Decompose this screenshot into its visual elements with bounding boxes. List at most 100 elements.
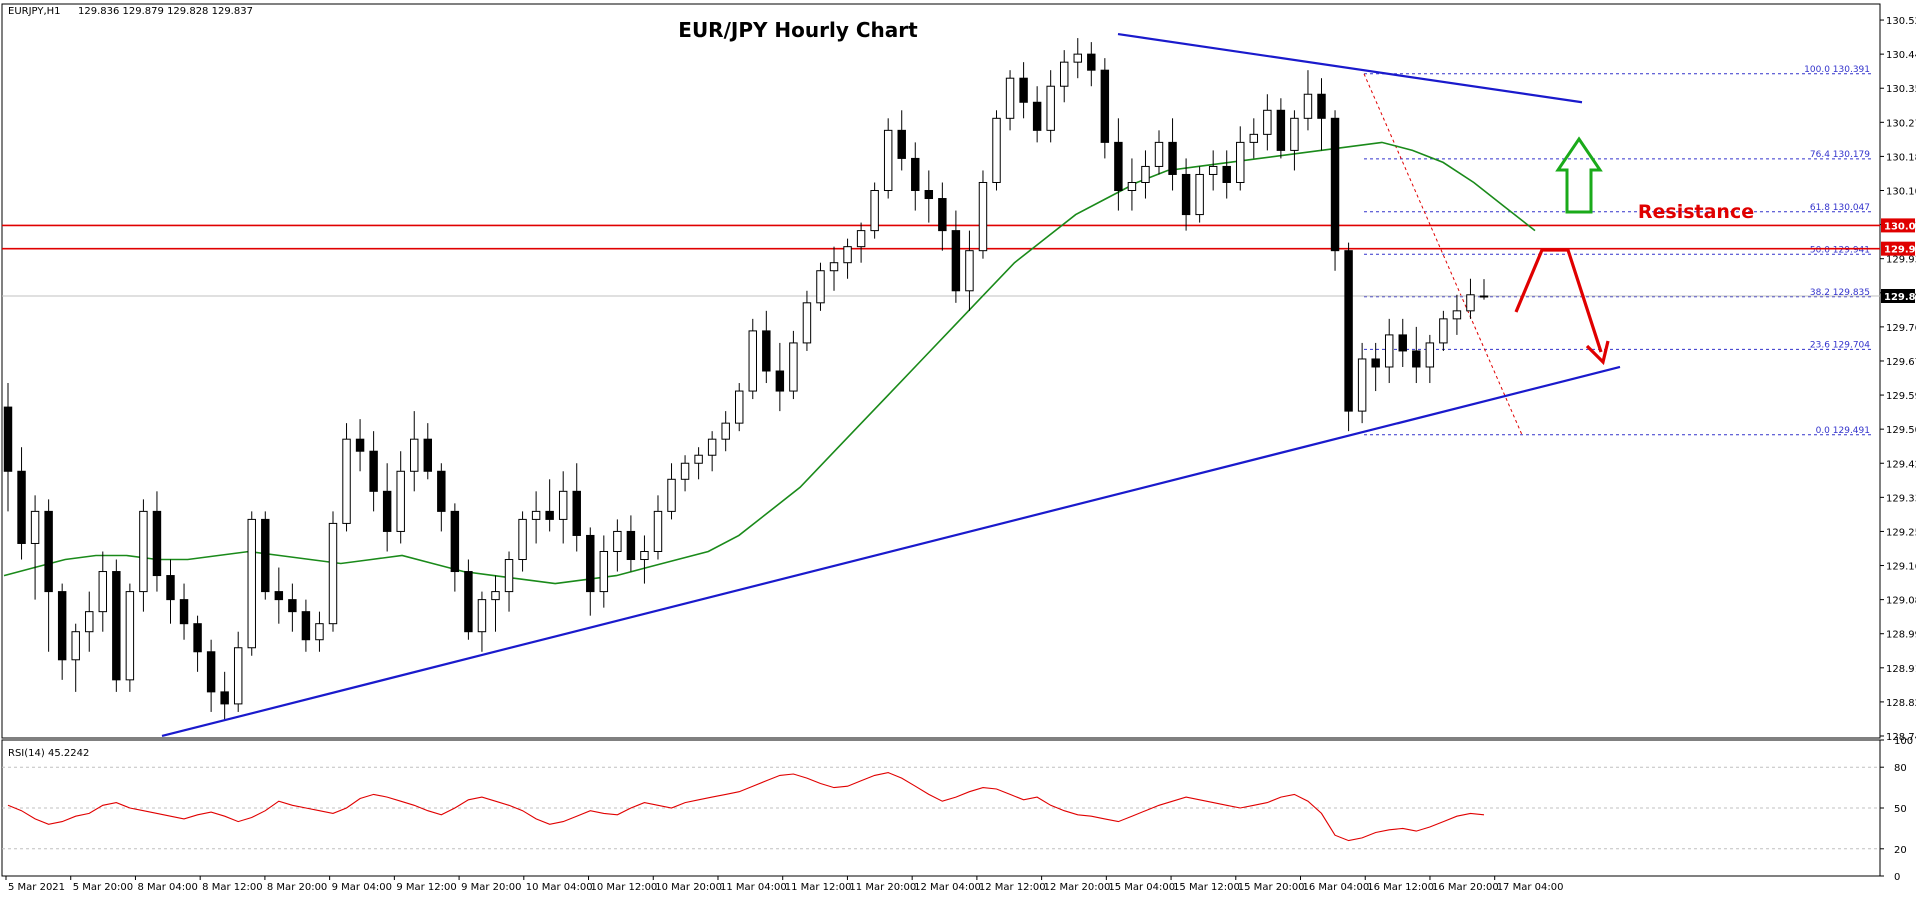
y-tick-label: 129.675 — [1886, 357, 1916, 368]
arrows — [1514, 136, 1610, 366]
candle — [450, 503, 460, 592]
candle — [220, 671, 229, 720]
candle-body — [152, 510, 162, 577]
candle — [396, 451, 405, 544]
candle — [57, 583, 67, 680]
x-tick-label: 11 Mar 12:00 — [785, 882, 852, 893]
candle-body — [112, 571, 121, 681]
candle — [762, 310, 771, 384]
candle — [978, 170, 988, 259]
candle-body — [572, 490, 581, 536]
fibonacci-levels: 100.0 130.391 76.4 130.179 61.8 130.047 50.… — [1363, 65, 1874, 436]
candle-body — [315, 623, 324, 641]
candle-body — [1290, 117, 1299, 151]
candle — [870, 182, 879, 239]
y-tick-label: 128.995 — [1886, 630, 1916, 641]
candle-body — [599, 550, 609, 593]
candle-body — [883, 129, 893, 192]
fib-level-label: 50.0 129.941 — [1810, 245, 1870, 255]
candle-body — [707, 438, 717, 456]
candle-body — [193, 623, 202, 653]
y-tick-label: 130.355 — [1886, 84, 1916, 95]
candle — [1222, 150, 1231, 199]
candle-body — [125, 591, 135, 681]
candle — [1005, 70, 1015, 131]
candle-body — [816, 270, 825, 304]
chart-frame — [1, 3, 1881, 877]
candle-body — [166, 575, 175, 601]
candle-body — [369, 450, 378, 492]
candle — [802, 290, 812, 351]
candle-body — [3, 406, 13, 472]
candle — [464, 559, 473, 640]
price-panel-border — [1, 3, 1881, 739]
candle — [206, 639, 216, 712]
candle — [572, 463, 581, 552]
candle-body — [1168, 141, 1177, 175]
candle — [112, 559, 121, 692]
candle — [261, 511, 270, 600]
candle-body — [626, 530, 636, 561]
x-tick-label: 10 Mar 04:00 — [526, 882, 593, 893]
candle-body — [98, 571, 108, 613]
fib-level-label: 61.8 130.047 — [1810, 203, 1870, 213]
candle — [328, 511, 338, 632]
candle — [924, 170, 934, 223]
y-tick-label: 129.760 — [1886, 323, 1916, 334]
candle-body — [1208, 165, 1218, 175]
candle-body — [978, 181, 988, 252]
candle — [1046, 70, 1055, 143]
candle — [1019, 62, 1028, 119]
candle-body — [1276, 109, 1286, 151]
candle-body — [1032, 101, 1042, 131]
candle — [1303, 70, 1313, 131]
candle — [166, 559, 175, 624]
candle-body — [667, 478, 676, 512]
candle-body — [531, 510, 541, 520]
x-tick-label: 16 Mar 20:00 — [1432, 882, 1499, 893]
price-tag — [1881, 241, 1915, 256]
candle — [1141, 150, 1150, 199]
y-tick-label: 128.910 — [1886, 664, 1916, 675]
candle — [1452, 294, 1462, 335]
candle-body — [1398, 334, 1407, 352]
candle-body — [748, 330, 757, 392]
candle-body — [504, 559, 514, 593]
candle-body — [924, 190, 934, 200]
candle — [1100, 58, 1110, 159]
candle — [599, 535, 609, 608]
candle-body — [965, 250, 974, 292]
candle-body — [1466, 294, 1475, 312]
candle — [816, 262, 825, 311]
candle — [1330, 110, 1340, 271]
candle — [680, 455, 690, 492]
candle — [1344, 242, 1353, 432]
candle-body — [1425, 342, 1435, 368]
candle-body — [1303, 93, 1313, 119]
candle — [1398, 318, 1407, 367]
price-tag-label: 129.955 — [1884, 245, 1916, 256]
ma-line — [3, 141, 1536, 585]
fib-level-label: 23.6 129.704 — [1810, 340, 1870, 350]
price-tag-label: 129.837 — [1884, 292, 1916, 303]
candle-body — [1263, 109, 1272, 135]
candle-body — [586, 534, 595, 593]
candle-body — [1236, 141, 1245, 183]
candle-body — [1439, 318, 1448, 344]
candle — [193, 615, 202, 672]
candle-body — [247, 518, 256, 649]
candle — [1168, 118, 1177, 191]
candle — [667, 463, 676, 520]
candle — [1154, 130, 1164, 175]
candle — [1479, 279, 1489, 300]
candle-body — [1181, 173, 1191, 216]
candle — [1195, 166, 1204, 223]
x-tick-label: 10 Mar 12:00 — [591, 882, 658, 893]
down-arrow-head-icon — [1585, 340, 1610, 366]
candle-body — [57, 591, 67, 661]
candle-body — [721, 422, 730, 440]
candle — [911, 142, 920, 211]
candle — [3, 383, 13, 512]
y-tick-label: 129.250 — [1886, 527, 1916, 538]
